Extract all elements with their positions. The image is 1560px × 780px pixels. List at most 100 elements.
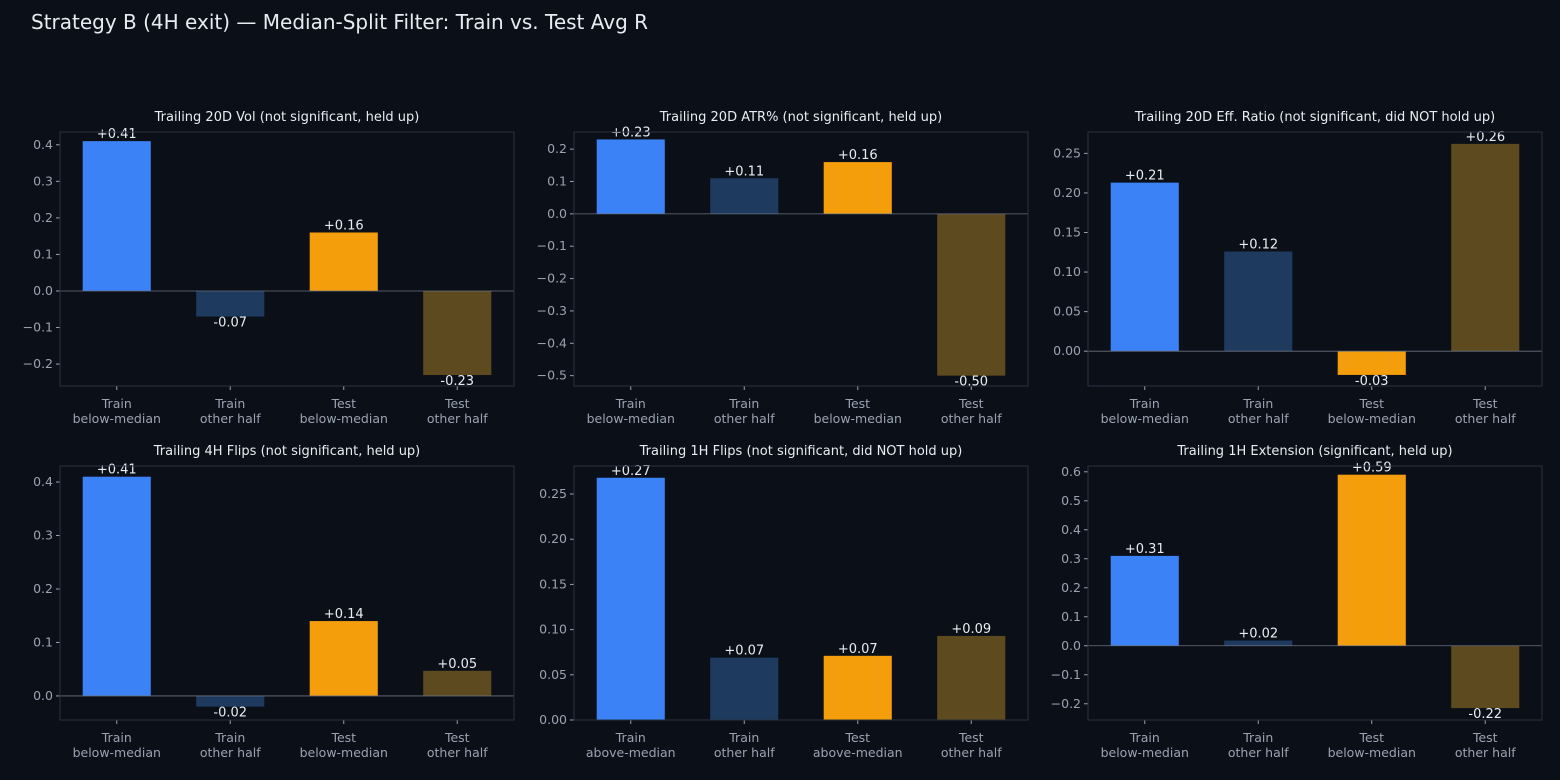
axes-frame	[59, 465, 515, 721]
axes-frame	[573, 465, 1029, 721]
bar-value-label: +0.16	[838, 148, 878, 163]
bar-value-label: +0.14	[324, 607, 364, 622]
y-tick-label: 0.00	[539, 712, 567, 727]
x-tick-label: Test	[330, 730, 356, 745]
x-tick-label: below-median	[73, 745, 161, 760]
bar	[710, 178, 779, 214]
y-tick-label: 0.0	[33, 283, 53, 298]
bar-value-label: +0.09	[951, 622, 991, 637]
bar	[1224, 640, 1293, 646]
bar	[596, 139, 665, 214]
y-tick-label: 0.2	[547, 141, 567, 156]
y-tick-label: 0.3	[1061, 551, 1081, 566]
x-tick-label: Train	[1242, 730, 1273, 745]
bar-value-label: -0.07	[213, 316, 247, 331]
x-tick-label: other half	[200, 411, 261, 426]
x-tick-label: Test	[1472, 396, 1498, 411]
y-tick-label: 0.25	[539, 486, 567, 501]
bar-value-label: +0.07	[724, 644, 764, 659]
bar	[309, 621, 378, 696]
bar-value-label: +0.41	[97, 127, 137, 142]
axes-frame	[59, 131, 515, 387]
y-tick-label: 0.3	[33, 173, 53, 188]
x-tick-label: Test	[1358, 396, 1384, 411]
y-tick-label: 0.6	[1061, 464, 1081, 479]
bar	[423, 670, 492, 696]
x-tick-label: Test	[1358, 730, 1384, 745]
axes-frame	[573, 131, 1029, 387]
bar	[1110, 182, 1179, 352]
x-tick-label: below-median	[300, 745, 388, 760]
bar	[937, 213, 1006, 376]
bar	[596, 477, 665, 720]
subplot-title: Trailing 1H Flips (not significant, did …	[639, 444, 963, 459]
bar	[82, 476, 151, 696]
x-tick-label: Test	[844, 396, 870, 411]
x-tick-label: below-median	[814, 411, 902, 426]
y-tick-label: 0.00	[1053, 343, 1081, 358]
x-tick-label: Train	[1129, 396, 1160, 411]
bar-value-label: +0.05	[437, 657, 477, 672]
y-tick-label: 0.05	[1053, 304, 1081, 319]
subplot-title: Trailing 20D ATR% (not significant, held…	[659, 110, 943, 125]
y-tick-label: 0.0	[33, 688, 53, 703]
bar-value-label: +0.07	[838, 642, 878, 657]
subplot-5: Trailing 1H Flips (not significant, did …	[539, 444, 1029, 760]
bar-value-label: +0.26	[1465, 130, 1505, 145]
x-tick-label: Test	[958, 396, 984, 411]
x-tick-label: other half	[200, 745, 261, 760]
x-tick-label: below-median	[1101, 411, 1189, 426]
bar-value-label: +0.23	[611, 125, 651, 140]
bar	[823, 655, 892, 720]
x-tick-label: Train	[728, 730, 759, 745]
y-tick-label: −0.4	[537, 335, 567, 350]
x-tick-label: Test	[844, 730, 870, 745]
x-tick-label: Train	[214, 730, 245, 745]
y-tick-label: 0.25	[1053, 145, 1081, 160]
bar	[309, 232, 378, 291]
x-tick-label: below-median	[73, 411, 161, 426]
y-tick-label: 0.1	[33, 634, 53, 649]
bar-value-label: +0.16	[324, 219, 364, 234]
y-tick-label: 0.1	[1061, 609, 1081, 624]
y-tick-label: 0.20	[1053, 185, 1081, 200]
bar-value-label: -0.22	[1468, 707, 1502, 722]
axes-frame	[1087, 465, 1543, 721]
bar-value-label: +0.59	[1352, 461, 1392, 476]
x-tick-label: below-median	[1101, 745, 1189, 760]
x-tick-label: other half	[1228, 745, 1289, 760]
y-tick-label: −0.2	[1051, 696, 1081, 711]
x-tick-label: above-median	[586, 745, 676, 760]
bar-value-label: -0.23	[440, 374, 474, 389]
y-tick-label: −0.1	[23, 320, 53, 335]
y-tick-label: 0.3	[33, 528, 53, 543]
subplot-title: Trailing 20D Vol (not significant, held …	[154, 110, 420, 125]
x-tick-label: Train	[615, 730, 646, 745]
y-tick-label: 0.5	[1061, 493, 1081, 508]
bar-value-label: +0.02	[1238, 627, 1278, 642]
bar	[1451, 143, 1520, 352]
x-tick-label: Test	[330, 396, 356, 411]
x-tick-label: other half	[941, 411, 1002, 426]
bar	[823, 162, 892, 214]
y-tick-label: −0.2	[23, 356, 53, 371]
bar	[710, 657, 779, 720]
x-tick-label: other half	[1228, 411, 1289, 426]
x-tick-label: other half	[941, 745, 1002, 760]
axes-frame	[1087, 131, 1543, 387]
y-tick-label: 0.0	[1061, 638, 1081, 653]
y-tick-label: 0.05	[539, 667, 567, 682]
y-tick-label: −0.2	[537, 271, 567, 286]
y-tick-label: 0.4	[1061, 522, 1081, 537]
y-tick-label: 0.2	[33, 581, 53, 596]
y-tick-label: −0.1	[1051, 667, 1081, 682]
subplot-title: Trailing 1H Extension (significant, held…	[1176, 444, 1452, 459]
x-tick-label: Train	[101, 730, 132, 745]
x-tick-label: below-median	[1328, 411, 1416, 426]
x-tick-label: Train	[101, 396, 132, 411]
y-tick-label: 0.1	[33, 246, 53, 261]
subplot-6: Trailing 1H Extension (significant, held…	[1051, 444, 1543, 760]
bar	[1451, 645, 1520, 709]
x-tick-label: other half	[714, 411, 775, 426]
